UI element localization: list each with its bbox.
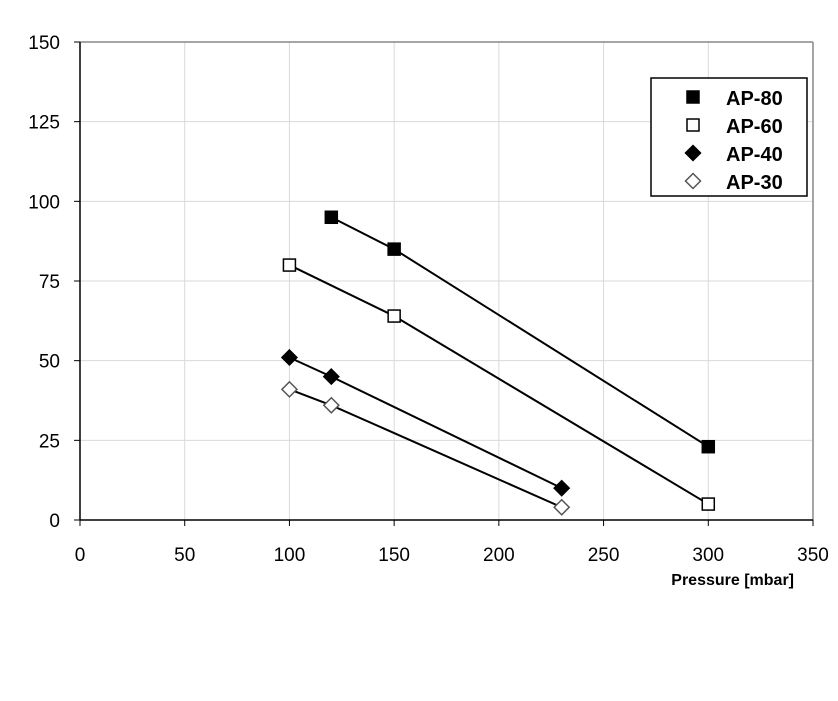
legend-marker-ap-80 — [686, 90, 700, 104]
x-tick-label: 150 — [378, 545, 410, 566]
data-point — [553, 498, 571, 516]
y-tick-label: 100 — [28, 192, 60, 213]
data-point — [701, 497, 716, 511]
data-point — [324, 210, 339, 225]
x-tick-label: 50 — [174, 545, 195, 566]
series-ap-40 — [280, 348, 571, 497]
series-ap-60 — [282, 258, 716, 511]
series-group — [280, 210, 716, 516]
legend-box — [650, 77, 808, 197]
data-point — [322, 368, 340, 386]
legend-label: AP-80 — [726, 88, 783, 110]
legend-marker-ap-60 — [686, 118, 700, 132]
x-axis-label: Pressure [mbar] — [671, 572, 794, 589]
y-tick-label: 50 — [39, 352, 60, 373]
x-tick-label: 350 — [797, 545, 829, 566]
data-point — [322, 396, 340, 414]
x-tick-label: 0 — [75, 545, 86, 566]
series-ap-30 — [280, 380, 571, 516]
x-tick-label: 200 — [483, 545, 515, 566]
data-point — [280, 380, 298, 398]
y-tick-label: 150 — [28, 33, 60, 54]
legend-label: AP-40 — [726, 144, 783, 166]
data-point — [553, 479, 571, 497]
y-tick-label: 125 — [28, 113, 60, 134]
legend-label: AP-60 — [726, 116, 783, 138]
legend-label: AP-30 — [726, 172, 783, 194]
legend-marker-ap-30 — [684, 172, 702, 190]
x-tick-label: 300 — [692, 545, 724, 566]
data-point — [387, 309, 401, 323]
data-point — [387, 242, 401, 256]
data-point — [282, 258, 297, 272]
y-tick-label: 25 — [39, 431, 60, 452]
x-tick-label: 250 — [588, 545, 620, 566]
axes: 0 50 100 150 200 250 300 350 0 25 50 75 100 125 150 — [28, 33, 829, 566]
data-point — [280, 348, 298, 367]
legend-marker-ap-40 — [684, 144, 702, 162]
data-point — [701, 439, 716, 454]
series-ap-80 — [324, 210, 716, 454]
legend: AP-80 AP-60 AP-40 AP-30 — [650, 77, 808, 197]
y-tick-label: 0 — [49, 511, 60, 532]
y-tick-label: 75 — [39, 272, 60, 293]
x-tick-label: 100 — [274, 545, 306, 566]
